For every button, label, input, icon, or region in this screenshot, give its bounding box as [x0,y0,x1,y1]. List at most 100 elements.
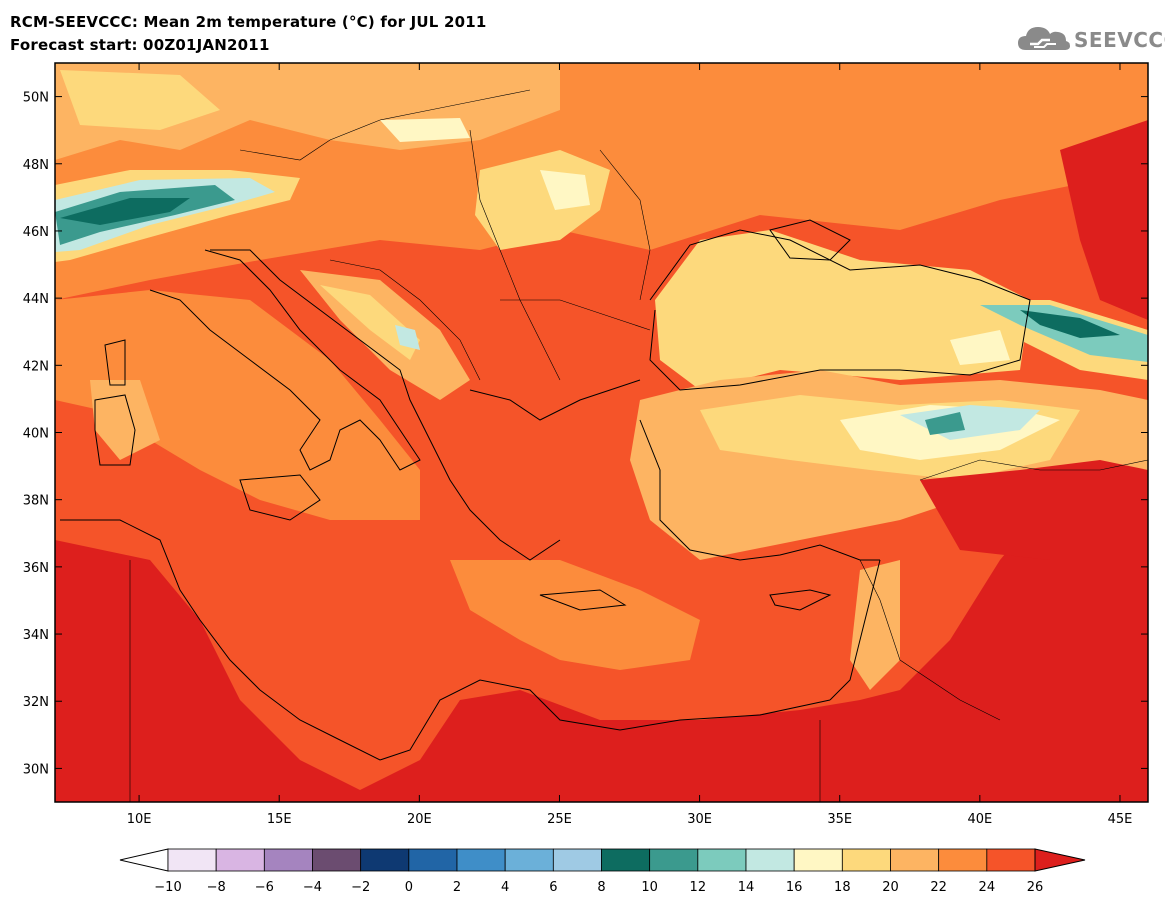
colorbar-label: −2 [351,880,370,895]
colorbar-label: 6 [549,880,557,895]
coast-balkans [210,249,561,561]
colorbar: −10 −8 −6 −4 −2 0 2 4 6 8 10 12 14 16 18 20 22 24 26 [119,848,1086,895]
colorbar-under-arrow [119,848,169,872]
field-south-hot [55,480,1148,802]
lon-tick-label: 15E [267,812,292,827]
coast-italy [149,249,421,471]
lon-tick-label: 25E [547,812,572,827]
colorbar-label: 0 [405,880,413,895]
axis-ticks: 10E 15E 20E 25E 30E 35E 40E 45E 50N 48N 46N 44N 42N 4… [23,63,1148,827]
lon-tick-label: 30E [687,812,712,827]
border-hungary-romania [469,129,561,381]
borders [129,89,1148,802]
colorbar-over-arrow [1034,848,1086,872]
field-black-sea [655,230,1030,390]
field-nw-pale [380,118,470,142]
colorbar-swatch [504,848,554,872]
border-romania-east [599,149,651,301]
lon-tick-label: 40E [967,812,992,827]
colorbar-swatch [263,848,313,872]
lat-tick-label: 30N [23,762,49,777]
colorbar-swatch [456,848,506,872]
colorbar-swatch [841,848,891,872]
coast-sardinia [94,394,136,466]
coastlines [60,219,1031,761]
field-alps-core [60,198,190,225]
colorbar-label: 26 [1027,880,1044,895]
lat-tick-label: 34N [23,628,49,643]
coast-crimea [769,219,851,261]
border-middle-east [859,559,1001,721]
lat-tick-label: 50N [23,91,49,106]
field-anatolia-cold [925,412,965,435]
lat-tick-label: 36N [23,561,49,576]
cloud-logo-icon [1018,27,1070,50]
colorbar-label: 24 [979,880,996,895]
colorbar-label: −10 [154,880,181,895]
colorbar-label: 12 [690,880,707,895]
lat-tick-label: 42N [23,359,49,374]
field-caucasus-core [1020,310,1120,338]
colorbar-label: 14 [738,880,755,895]
colorbar-swatch [215,848,265,872]
colorbar-label: −8 [207,880,226,895]
map-subtitle: Forecast start: 00Z01JAN2011 [10,36,270,54]
field-nw-light [60,70,220,130]
field-black-sea-pale [950,330,1010,365]
coast-north-africa [60,519,831,761]
lat-tick-label: 48N [23,158,49,173]
field-italy [55,290,420,520]
colorbar-swatch [986,848,1036,872]
coast-black-sea [649,229,1031,391]
border-central-europe [239,89,531,161]
coast-corsica [104,339,126,386]
colorbar-label: 20 [882,880,899,895]
colorbar-label: 8 [597,880,605,895]
lon-tick-label: 10E [127,812,152,827]
border-turkey-syria [919,459,1148,481]
lat-tick-label: 38N [23,494,49,509]
field-dinarides-light [320,285,420,360]
coast-aegean [469,379,641,421]
coast-crete [539,589,627,611]
colorbar-swatch [601,848,651,872]
lon-tick-label: 45E [1108,812,1133,827]
lat-tick-label: 46N [23,225,49,240]
colorbar-swatch [938,848,988,872]
colorbar-label: −4 [303,880,322,895]
colorbar-swatch [360,848,410,872]
coast-turkey [639,419,880,561]
colorbar-label: 16 [786,880,803,895]
field-levant [850,560,900,690]
field-caucasus-mid [980,305,1148,362]
field-carpathians-pale [540,170,590,210]
field-northeast-hot [1060,120,1148,320]
border-danube [500,299,651,331]
colorbar-label: 22 [930,880,947,895]
lat-tick-label: 44N [23,292,49,307]
coast-cyprus [769,589,832,611]
colorbar-swatch [552,848,602,872]
lon-tick-label: 20E [407,812,432,827]
colorbar-label: 4 [501,880,509,895]
colorbar-label: 2 [453,880,461,895]
field-central-med [450,560,700,670]
temperature-field [55,63,1148,802]
colorbar-swatch [890,848,940,872]
colorbar-swatch [167,848,217,872]
lat-tick-label: 40N [23,427,49,442]
colorbar-label: 18 [834,880,851,895]
border-west-balkans [329,259,481,381]
field-sardinia [90,380,160,460]
logo-text: SEEVCCC [1074,28,1165,52]
colorbar-swatch [793,848,843,872]
colorbar-label: −6 [255,880,274,895]
lon-tick-label: 35E [827,812,852,827]
field-dinarides-cool [395,325,420,350]
colorbar-swatch [408,848,458,872]
colorbar-swatch [649,848,699,872]
field-east-hot [920,460,1148,560]
colorbar-swatch [697,848,747,872]
coast-sicily [239,474,321,521]
